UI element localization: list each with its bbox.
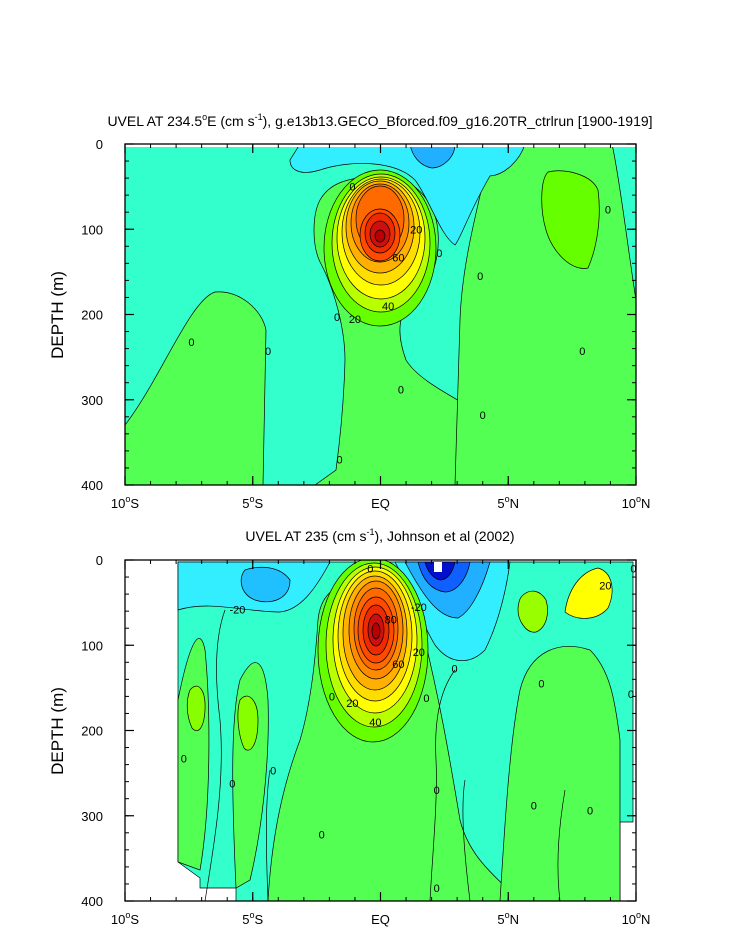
- panel-observed-title: UVEL AT 235 (cm s-1), Johnson et al (200…: [245, 527, 514, 544]
- contour-label: 0: [398, 385, 404, 397]
- y-tick-label: 100: [81, 222, 103, 237]
- field-weak-eastward-southwest: [125, 291, 267, 485]
- contour-label: 0: [319, 830, 325, 842]
- contour-label: 0: [579, 346, 585, 358]
- x-tick-label: 10oN: [622, 494, 651, 511]
- panel-model-field: [125, 144, 636, 485]
- contour-label: 0: [329, 691, 335, 703]
- obs-contour-line-1: [204, 609, 226, 901]
- contour-label: 80: [385, 615, 397, 627]
- panel-model-title: UVEL AT 234.5oE (cm s-1), g.e13b13.GECO_…: [107, 112, 652, 129]
- contour-label: 0: [229, 778, 235, 790]
- contour-label: 60: [392, 252, 404, 264]
- contour-label: -20: [411, 602, 427, 614]
- contour-label: 0: [423, 693, 429, 705]
- contour-label: -20: [229, 604, 245, 616]
- contour-label: 0: [587, 806, 593, 818]
- x-tick-label: 10oS: [111, 910, 139, 927]
- field-eastward-north-broad: [499, 646, 621, 901]
- x-tick-label: 10oS: [111, 494, 139, 511]
- y-tick-label: 400: [81, 894, 103, 909]
- contour-label: 0: [188, 337, 194, 349]
- field-eastward-north-core: [541, 170, 600, 269]
- contour-label: 0: [452, 663, 458, 675]
- field-eastward-north-strong: [564, 567, 613, 619]
- panel-observed: UVEL AT 235 (cm s-1), Johnson et al (200…: [48, 527, 650, 927]
- contour-label: 0: [531, 801, 537, 813]
- contour-label: 0: [270, 766, 276, 778]
- contour-label: 20: [349, 314, 361, 326]
- y-tick-label: 300: [81, 809, 103, 824]
- field-westward-south-core: [240, 566, 291, 603]
- obs-contour-line-3: [429, 669, 456, 901]
- panel-model: UVEL AT 234.5oE (cm s-1), g.e13b13.GECO_…: [48, 112, 653, 511]
- contour-label: 0: [538, 679, 544, 691]
- y-tick-label: 0: [96, 137, 103, 152]
- contour-label: 20: [346, 698, 358, 710]
- contour-label: 0: [349, 182, 355, 194]
- jet-level-10: [374, 229, 386, 243]
- contour-label: 0: [337, 454, 343, 466]
- panel-model-contour-labels: 0 20 60 40 20 0 0 0 0 0 0 0 0 0 0: [188, 182, 611, 467]
- field-eastward-north-core-observed: [517, 590, 548, 633]
- contour-label: 0: [477, 271, 483, 283]
- contour-label: 0: [434, 785, 440, 797]
- field-gap: [434, 562, 442, 572]
- contour-label: 0: [436, 248, 442, 260]
- x-tick-label: EQ: [371, 912, 390, 927]
- y-tick-label: 0: [96, 553, 103, 568]
- obs-jet-level-10: [371, 622, 381, 640]
- y-tick-label: 200: [81, 308, 103, 323]
- obs-contour-line-4: [462, 779, 471, 901]
- contour-label: 0: [334, 312, 340, 324]
- panel-observed-ylabel: DEPTH (m): [48, 687, 67, 775]
- field-west-core-green: [237, 695, 259, 751]
- panel-model-ylabel: DEPTH (m): [48, 271, 67, 359]
- contour-label: 0: [628, 689, 634, 701]
- x-tick-label: EQ: [371, 496, 390, 511]
- contour-label: 40: [382, 301, 394, 313]
- contour-label: 60: [392, 659, 404, 671]
- panel-observed-contour-labels: 0 -20 -20 80 20 60 0 0 20 40 0 0 0 20 0 0 0 0 0 0 0 0 0: [181, 564, 637, 896]
- y-tick-label: 100: [81, 638, 103, 653]
- contour-label: 20: [413, 647, 425, 659]
- contour-label: 0: [480, 410, 486, 422]
- contour-label: 0: [630, 564, 636, 576]
- y-tick-label: 400: [81, 478, 103, 493]
- field-westward-upper-core: [409, 144, 456, 169]
- contour-label: 0: [605, 205, 611, 217]
- y-tick-label: 200: [81, 724, 103, 739]
- contour-label: 0: [434, 883, 440, 895]
- obs-contour-line-2: [266, 769, 271, 901]
- x-tick-label: 5oS: [242, 910, 263, 927]
- x-tick-label: 5oN: [497, 910, 519, 927]
- contour-label: 40: [369, 717, 381, 729]
- field-westward-upper: [289, 144, 526, 246]
- x-tick-label: 10oN: [622, 910, 651, 927]
- contour-label: 20: [599, 581, 611, 593]
- contour-label: 0: [367, 564, 373, 576]
- obs-contour-line-5: [557, 789, 566, 901]
- y-tick-label: 300: [81, 393, 103, 408]
- x-tick-label: 5oN: [497, 494, 519, 511]
- contour-label: 0: [265, 346, 271, 358]
- contour-label: 0: [181, 754, 187, 766]
- contour-label: 20: [410, 224, 422, 236]
- field-west-core-green-2: [186, 685, 206, 732]
- x-tick-label: 5oS: [242, 494, 263, 511]
- panel-observed-field: [177, 560, 634, 901]
